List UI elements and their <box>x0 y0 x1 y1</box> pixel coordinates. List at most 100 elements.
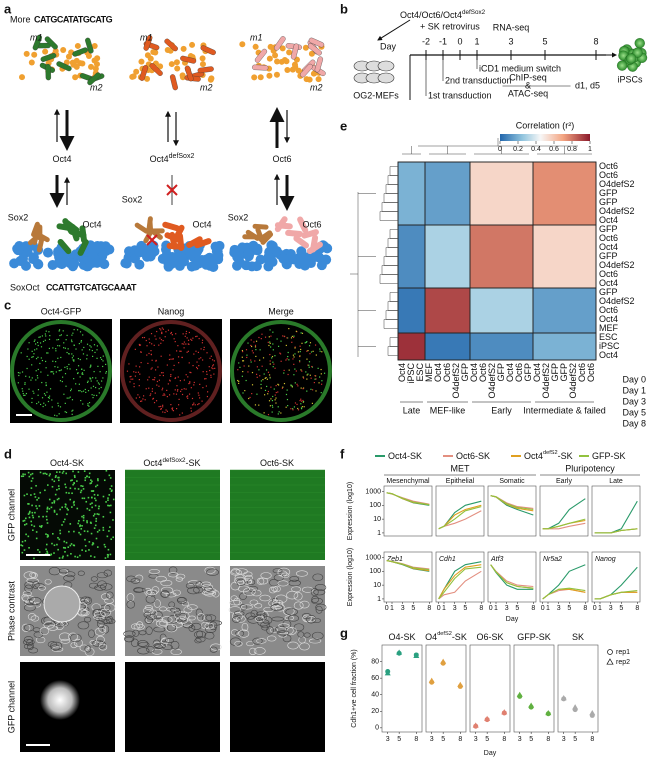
speckle <box>96 357 98 359</box>
speckle <box>272 343 274 345</box>
speckle <box>47 400 50 403</box>
cell-outline <box>195 608 203 617</box>
speckle <box>285 393 288 396</box>
speckle <box>78 520 80 522</box>
cell-outline <box>146 589 158 596</box>
column-label: Oct6 <box>577 363 587 382</box>
cell-outline <box>188 624 196 632</box>
annotation: iCD1 medium switch <box>479 63 561 73</box>
speckle <box>151 388 154 390</box>
superscript: defS2 <box>543 450 558 456</box>
speckle <box>170 373 172 376</box>
speckle <box>300 400 303 402</box>
speckle <box>135 397 137 399</box>
speckle <box>38 505 41 507</box>
speckle <box>35 484 37 487</box>
speckle <box>155 360 157 362</box>
speckle <box>27 348 29 350</box>
speckle <box>41 381 43 384</box>
speckle <box>79 331 82 333</box>
speckle <box>199 397 201 399</box>
speckle <box>76 480 78 482</box>
cell-outline <box>102 625 110 634</box>
speckle <box>58 487 60 490</box>
cross <box>146 234 158 246</box>
dna-surface <box>322 243 333 254</box>
speckle <box>79 390 81 392</box>
speckle <box>55 350 57 352</box>
y-tick-label: 80 <box>371 658 379 665</box>
dna-atom <box>308 50 315 57</box>
cell-outline <box>303 632 311 638</box>
speckle <box>242 360 245 362</box>
cell-outline <box>106 591 114 599</box>
speckle <box>153 344 155 346</box>
speckle <box>36 341 39 344</box>
speckle <box>110 490 113 493</box>
cell-outline <box>145 626 153 635</box>
subplot-title: O6-SK <box>476 632 503 642</box>
speckle <box>65 486 67 489</box>
speckle <box>90 522 92 524</box>
cell-outline <box>188 615 196 621</box>
speckle <box>185 374 187 376</box>
speckle <box>140 361 142 364</box>
text-part: -SK <box>452 632 467 642</box>
column-label: O4defS2 <box>487 363 497 399</box>
speckle <box>213 373 215 375</box>
speckle <box>162 328 164 330</box>
speckle <box>44 339 46 341</box>
speckle <box>185 330 188 333</box>
speckle <box>66 366 68 368</box>
text-part: Oct4 <box>150 154 169 164</box>
cell-outline <box>30 615 40 622</box>
point-rep2 <box>501 709 508 715</box>
speckle <box>195 350 197 352</box>
speckle <box>178 362 180 364</box>
speckle <box>158 385 160 387</box>
cell-outline <box>170 607 181 613</box>
gene-label: Nr5a2 <box>543 556 562 563</box>
cell-outline <box>245 612 256 620</box>
speckle <box>264 394 266 396</box>
cell-outline <box>60 638 70 644</box>
cell-outline <box>98 624 107 633</box>
cell-outline <box>155 575 167 583</box>
speckle <box>84 538 86 541</box>
day-number: -2 <box>422 36 430 46</box>
legend-label: rep2 <box>616 659 630 666</box>
speckle <box>307 349 309 352</box>
speckle <box>69 544 72 547</box>
speckle <box>290 408 292 410</box>
speckle <box>293 356 295 358</box>
cell-outline <box>21 623 31 632</box>
speckle <box>59 508 61 511</box>
speckle <box>38 401 40 403</box>
speckle <box>57 536 59 539</box>
speckle <box>241 356 243 358</box>
pou-helix <box>310 234 319 253</box>
speckle <box>139 344 141 346</box>
speckle <box>21 388 23 390</box>
dendrogram <box>383 193 398 203</box>
speckle <box>196 366 198 369</box>
speckle <box>259 359 261 361</box>
y-tick-label: 40 <box>371 692 379 699</box>
m1-label: m1 <box>250 32 263 42</box>
speckle <box>211 359 214 361</box>
speckle <box>162 374 164 377</box>
speckle <box>275 397 277 399</box>
speckle <box>64 411 66 413</box>
speckle <box>44 472 46 475</box>
cell-outline <box>48 567 61 576</box>
x-tick-label: 5 <box>515 605 519 612</box>
day-legend: Day 0 <box>622 374 646 384</box>
panel-letter: a <box>4 1 12 16</box>
helix <box>169 74 178 91</box>
speckle <box>33 493 36 495</box>
speckle <box>190 371 192 374</box>
speckle <box>46 552 49 555</box>
cell-outline <box>65 571 76 578</box>
speckle <box>27 503 29 505</box>
speckle <box>28 546 30 549</box>
